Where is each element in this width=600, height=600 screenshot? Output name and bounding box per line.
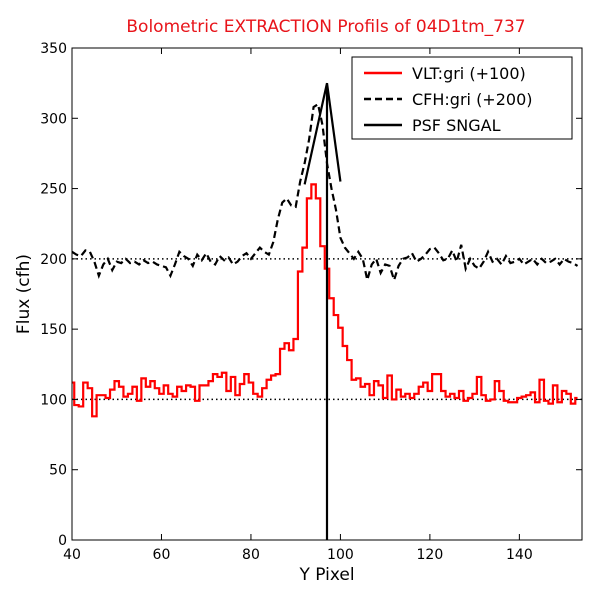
x-tick-label: 80 [242,547,260,563]
y-tick-label: 100 [40,392,67,408]
chart-title: Bolometric EXTRACTION Profils of 04D1tm_… [126,17,525,37]
series-layer [72,82,579,540]
series-line-0 [72,183,578,418]
y-tick-label: 0 [58,533,67,549]
series-line-2 [303,82,342,540]
x-axis-ticks: 40 60 80 100 120 140 [63,48,533,563]
y-tick-label: 300 [40,111,67,127]
series-line-1 [72,102,579,284]
legend-label: PSF SNGAL [412,116,501,135]
plot-frame [71,47,583,541]
x-tick-label: 120 [417,547,444,563]
x-tick-label: 140 [506,547,533,563]
y-tick-label: 150 [40,322,67,338]
legend-label: CFH:gri (+200) [412,90,533,109]
legend: VLT:gri (+100) CFH:gri (+200) PSF SNGAL [351,56,573,140]
x-tick-label: 100 [327,547,354,563]
x-axis-label: Y Pixel [298,565,354,585]
x-tick-label: 40 [63,547,81,563]
y-axis-label: Flux (cfh) [14,254,34,334]
legend-label: VLT:gri (+100) [412,64,526,83]
y-tick-label: 50 [49,463,67,479]
y-tick-label: 350 [40,41,67,57]
y-tick-label: 250 [40,182,67,198]
y-axis-ticks: 0 50 100 150 200 250 300 350 [40,41,582,549]
y-tick-label: 200 [40,252,67,268]
x-tick-label: 60 [153,547,171,563]
